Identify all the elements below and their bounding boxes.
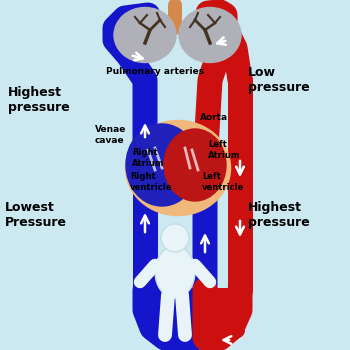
Text: Right
ventricle: Right ventricle [130,172,172,192]
Text: Highest
pressure: Highest pressure [248,201,310,229]
Ellipse shape [155,246,195,298]
Text: Left
ventricle: Left ventricle [202,172,244,192]
Text: Pulmonary arteries: Pulmonary arteries [106,68,204,77]
Circle shape [161,224,189,252]
Text: Highest
pressure: Highest pressure [8,86,70,114]
Text: Left
Atrium: Left Atrium [208,140,240,160]
Ellipse shape [164,129,226,201]
Text: Venae
cavae: Venae cavae [95,125,126,145]
Ellipse shape [114,7,176,63]
Text: Low
pressure: Low pressure [248,66,310,94]
Ellipse shape [126,124,198,206]
Text: Aorta: Aorta [200,113,228,122]
Text: Right
Atrium: Right Atrium [132,148,164,168]
Ellipse shape [179,7,241,63]
Text: Lowest
Pressure: Lowest Pressure [5,201,67,229]
Ellipse shape [126,120,231,216]
